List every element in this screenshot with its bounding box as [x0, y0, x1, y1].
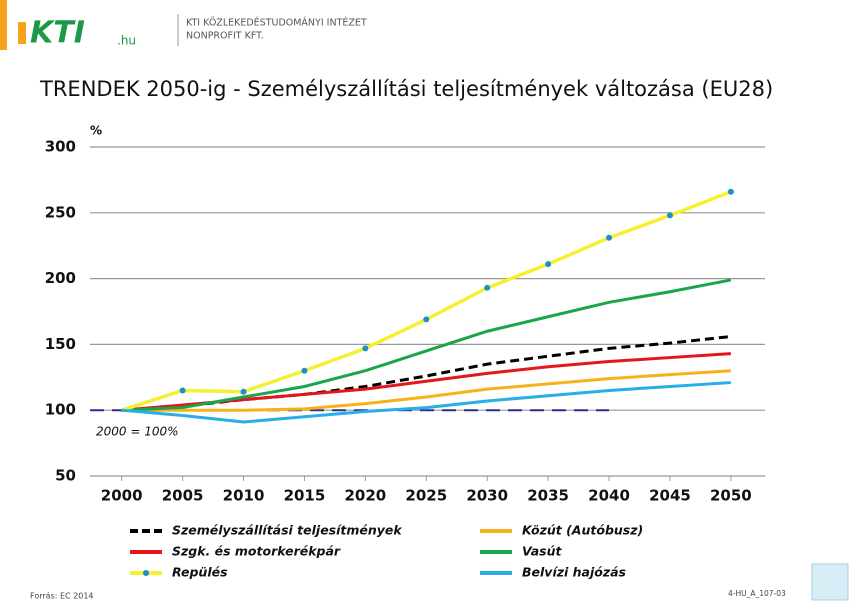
marker [606, 234, 613, 241]
x-tick-label: 2045 [649, 487, 691, 505]
logo-suffix: .hu [117, 34, 136, 48]
source: Forrás: EC 2014 [30, 592, 94, 601]
marker [179, 387, 186, 394]
y-tick-label: 200 [45, 269, 76, 287]
marker [362, 345, 369, 352]
series-line [121, 381, 731, 424]
marker [240, 388, 247, 395]
org-type: NONPROFIT KFT. [186, 31, 264, 42]
x-tick-label: 2035 [527, 487, 569, 505]
legend-label: Szgk. és motorkerékpár [172, 544, 341, 559]
marker [545, 261, 552, 268]
x-tick-label: 2030 [466, 487, 508, 505]
slide-code: 4-HU_A_107-03 [728, 589, 786, 598]
x-tick-label: 2020 [344, 487, 386, 505]
logo: KTI [30, 16, 85, 51]
legend-label: Személyszállítási teljesítmények [172, 523, 402, 538]
x-tick-label: 2025 [405, 487, 447, 505]
y-tick-label: 150 [45, 335, 76, 353]
y-tick-label: 250 [45, 203, 76, 221]
x-tick-label: 2000 [101, 487, 143, 505]
reference-label: 2000 = 100% [96, 425, 179, 439]
y-tick-label: 100 [45, 401, 76, 419]
marker [484, 284, 491, 291]
legend-label: Belvízi hajózás [522, 565, 626, 580]
marker [423, 316, 430, 323]
y-axis-label: % [90, 124, 102, 138]
y-tick-label: 300 [45, 138, 76, 156]
x-tick-label: 2005 [162, 487, 204, 505]
x-tick-label: 2050 [710, 487, 752, 505]
org-name: KTI KÖZLEKEDÉSTUDOMÁNYI INTÉZET [186, 17, 367, 29]
series-line [121, 278, 732, 412]
x-tick-label: 2015 [284, 487, 326, 505]
marker [666, 212, 673, 219]
logo-bar [18, 22, 26, 44]
y-tick-label: 50 [55, 467, 76, 485]
accent-strip [0, 0, 7, 50]
corner-decoration [811, 563, 849, 601]
legend-label: Közút (Autóbusz) [522, 523, 643, 538]
legend-marker [143, 570, 149, 576]
marker [301, 367, 308, 374]
plot: 50 100 150 200 250 300 2000 2005 2010 2015 2020 202… [45, 138, 765, 580]
chart-title: TRENDEK 2050-ig - Személyszállítási telj… [39, 77, 773, 101]
legend-label: Repülés [172, 565, 228, 580]
legend-label: Vasút [522, 544, 562, 559]
series-line [121, 369, 731, 412]
x-tick-label: 2010 [223, 487, 265, 505]
x-tick-label: 2040 [588, 487, 630, 505]
marker [727, 188, 734, 195]
